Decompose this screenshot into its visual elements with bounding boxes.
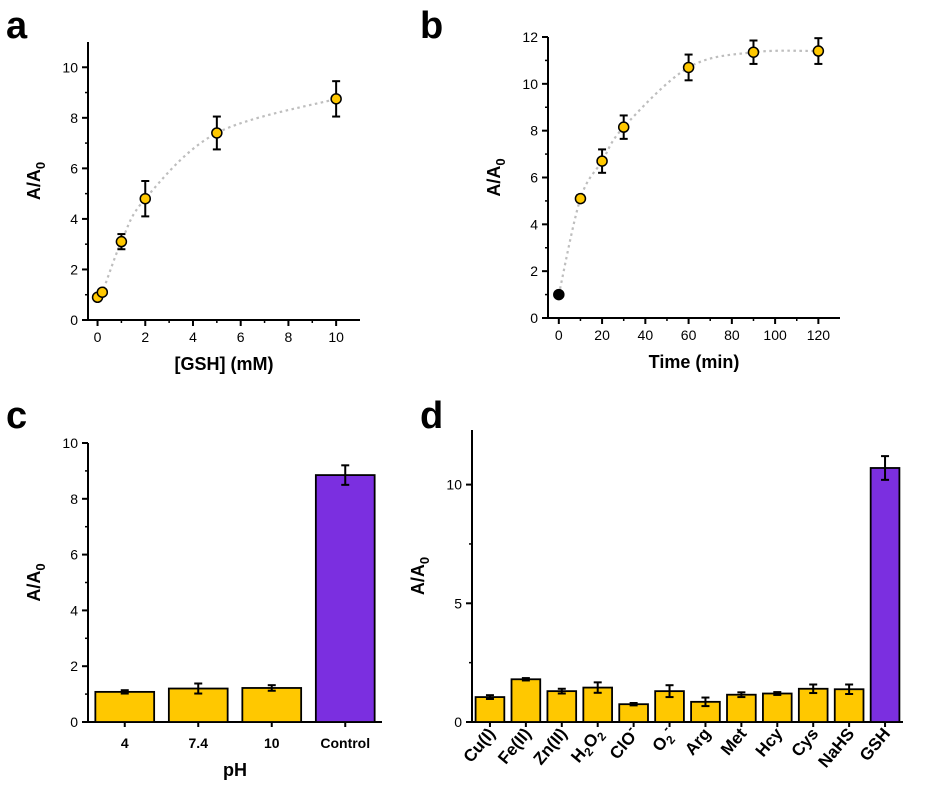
- x-tick-label: 40: [638, 327, 654, 343]
- y-tick-label: 8: [70, 491, 78, 507]
- y-tick-label: 6: [70, 160, 78, 176]
- chart-panel-b: 0 2 4 6 8 10 12 A/A0 0 20 40 60 80 100 120 Time (min): [484, 29, 840, 372]
- data-point: [330, 93, 342, 105]
- x-tick-label: 7.4: [189, 735, 209, 751]
- y-tick-label: 6: [70, 547, 78, 563]
- bar: [474, 696, 506, 723]
- x-tick-label: 60: [681, 327, 697, 343]
- chart-panel-a: 0 2 4 6 8 10 A/A0 0 2 4 6 8 10 [GSH] (mM): [24, 42, 360, 374]
- y-axis-label: A/A0: [484, 158, 508, 196]
- x-tick-label: Met: [717, 724, 751, 759]
- bar: [510, 678, 542, 723]
- x-axis-label: [GSH] (mM): [175, 354, 274, 374]
- x-axis-label: Time (min): [649, 352, 740, 372]
- y-tick-label: 6: [530, 170, 538, 186]
- y-tick-label: 4: [530, 216, 538, 232]
- y-tick-label: 2: [70, 261, 78, 277]
- data-point: [96, 286, 109, 298]
- x-tick-label: ClO-: [603, 722, 643, 763]
- series-connector-line: [557, 49, 819, 295]
- data-point: [596, 155, 608, 167]
- y-tick-label: 0: [70, 714, 78, 730]
- y-tick-label: 0: [70, 312, 78, 328]
- x-tick-label: 0: [94, 329, 102, 345]
- x-tick-label: Fe(II): [494, 724, 535, 767]
- y-tick-label: 4: [70, 211, 78, 227]
- x-tick-label: 8: [285, 329, 293, 345]
- data-point: [211, 127, 223, 139]
- y-axis-label: A/A0: [24, 563, 48, 601]
- x-tick-label: 120: [807, 327, 831, 343]
- panel-letter-c: c: [6, 395, 27, 437]
- panel-letter-d: d: [420, 395, 443, 437]
- bar: [618, 703, 649, 723]
- bar: [546, 690, 578, 723]
- bar: [762, 692, 793, 723]
- y-tick-label: 10: [446, 477, 462, 493]
- bar: [94, 690, 156, 723]
- data-point: [682, 61, 695, 74]
- y-tick-label: 0: [454, 714, 462, 730]
- x-tick-label: Control: [320, 735, 370, 751]
- data-point: [115, 235, 128, 248]
- x-tick-label: 80: [724, 327, 740, 343]
- y-axis-label: A/A0: [408, 557, 432, 595]
- y-tick-label: 10: [62, 435, 78, 451]
- data-point: [574, 192, 587, 205]
- x-tick-label: Zn(II): [530, 724, 571, 768]
- y-tick-label: 4: [70, 602, 78, 618]
- data-point: [553, 288, 565, 301]
- y-tick-label: 10: [62, 59, 78, 75]
- y-tick-label: 8: [530, 123, 538, 139]
- x-tick-label: 0: [555, 327, 563, 343]
- y-tick-label: 8: [70, 110, 78, 126]
- x-tick-label: H2O2: [567, 724, 609, 768]
- x-tick-label: 20: [594, 327, 610, 343]
- y-tick-label: 0: [530, 310, 538, 326]
- panel-letter-b: b: [420, 5, 443, 47]
- x-tick-label: 4: [189, 329, 197, 345]
- x-tick-label: Hcy: [752, 724, 787, 761]
- bar: [869, 467, 901, 723]
- panel-letter-a: a: [6, 5, 28, 47]
- bar: [241, 687, 303, 723]
- data-point: [617, 121, 630, 133]
- y-tick-label: 5: [454, 595, 462, 611]
- x-tick-label: Cu(I): [460, 724, 499, 766]
- data-point: [139, 192, 152, 205]
- x-tick-label: 2: [141, 329, 149, 345]
- x-tick-label: 6: [237, 329, 245, 345]
- y-axis-label: A/A0: [24, 162, 48, 200]
- x-axis-label: pH: [223, 760, 247, 780]
- y-tick-label: 2: [70, 658, 78, 674]
- chart-panel-c: 0 2 4 6 8 10 A/A0 4 7.4 10 Control pH: [24, 435, 382, 780]
- y-tick-label: 10: [522, 76, 538, 92]
- x-tick-label: 100: [763, 327, 787, 343]
- x-tick-label: 10: [328, 329, 344, 345]
- x-tick-label: O2-: [645, 722, 681, 757]
- data-point: [812, 45, 825, 57]
- x-tick-label: NaHS: [814, 724, 858, 771]
- x-tick-label: 4: [121, 735, 129, 751]
- x-tick-label: GSH: [856, 724, 894, 764]
- bar: [314, 474, 376, 723]
- x-tick-label: 10: [264, 735, 280, 751]
- x-tick-label: Arg: [681, 724, 714, 759]
- y-tick-label: 12: [522, 29, 538, 45]
- data-point: [747, 46, 760, 58]
- bar: [726, 693, 757, 723]
- y-tick-label: 2: [530, 263, 538, 279]
